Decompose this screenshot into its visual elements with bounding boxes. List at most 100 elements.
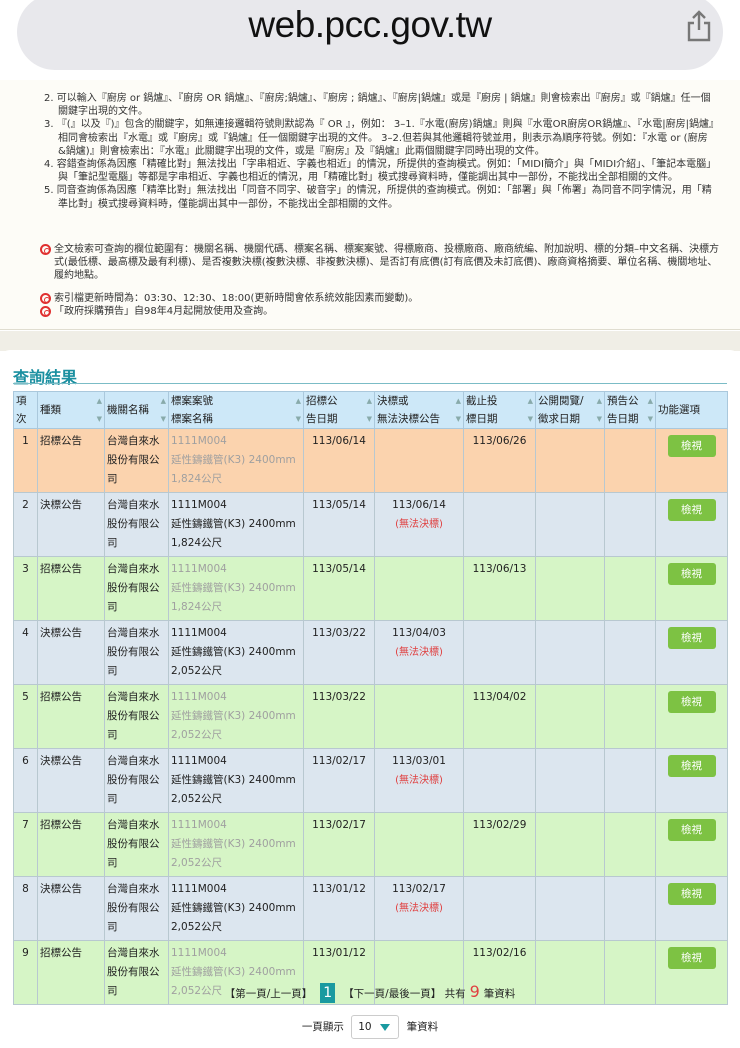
- case-quantity: 1,824公尺: [171, 537, 223, 549]
- case-number: 1111M004: [171, 435, 227, 447]
- table-cell: 招標公告: [37, 428, 105, 493]
- results-title: 查詢結果: [13, 368, 78, 387]
- agency-name: 台灣自來水股份有限公司: [107, 435, 160, 485]
- next-page-link[interactable]: 【下一頁/最後一頁】: [343, 988, 442, 1000]
- column-header[interactable]: 種類 ▲ ▼: [37, 391, 105, 429]
- table-cell: 招標公告: [37, 812, 105, 877]
- notice-type: 決標公告: [40, 755, 82, 767]
- case-quantity: 2,052公尺: [171, 793, 223, 805]
- case-name[interactable]: 延性鑄鐵管(K3) 2400mm: [171, 902, 296, 914]
- table-cell: [463, 748, 536, 813]
- table-cell: 2: [13, 492, 38, 557]
- column-header[interactable]: 決標或無法決標公告 ▲ ▼: [374, 391, 464, 429]
- share-icon[interactable]: [685, 9, 713, 43]
- sort-asc-icon[interactable]: ▲: [96, 397, 102, 405]
- sort-desc-icon[interactable]: ▼: [455, 415, 461, 423]
- agency-name: 台灣自來水股份有限公司: [107, 563, 160, 613]
- case-quantity: 2,052公尺: [171, 857, 223, 869]
- sort-desc-icon[interactable]: ▼: [596, 415, 602, 423]
- table-cell: [374, 684, 464, 749]
- header-label: 標日期: [466, 413, 498, 425]
- table-cell: 113/02/17: [303, 812, 375, 877]
- table-cell: 1111M004 延性鑄鐵管(K3) 2400mm 1,824公尺: [168, 492, 304, 557]
- case-number: 1111M004: [171, 883, 227, 895]
- table-cell: [604, 748, 656, 813]
- case-name[interactable]: 延性鑄鐵管(K3) 2400mm: [171, 582, 296, 594]
- header-label: 決標或: [377, 395, 409, 407]
- case-name[interactable]: 延性鑄鐵管(K3) 2400mm: [171, 454, 296, 466]
- column-header[interactable]: 預告公 告日期 ▲ ▼: [604, 391, 656, 429]
- row-number: 4: [22, 627, 29, 639]
- table-cell: [604, 556, 656, 621]
- sort-asc-icon[interactable]: ▲: [295, 397, 301, 405]
- view-button[interactable]: 檢視: [667, 691, 716, 713]
- table-cell: [604, 620, 656, 685]
- view-button[interactable]: 檢視: [667, 499, 716, 521]
- view-button[interactable]: 檢視: [667, 755, 716, 777]
- case-quantity: 1,824公尺: [171, 601, 223, 613]
- table-cell: 台灣自來水股份有限公司: [104, 684, 169, 749]
- sort-asc-icon[interactable]: ▲: [160, 397, 166, 405]
- sort-asc-icon[interactable]: ▲: [527, 397, 533, 405]
- sort-desc-icon[interactable]: ▼: [96, 415, 102, 423]
- header-label: 種類: [40, 404, 61, 416]
- table-cell: 招標公告: [37, 684, 105, 749]
- table-cell: 113/03/22: [303, 620, 375, 685]
- case-name[interactable]: 延性鑄鐵管(K3) 2400mm: [171, 518, 296, 530]
- sort-asc-icon[interactable]: ▲: [366, 397, 372, 405]
- award-date: 113/03/01: [392, 755, 446, 767]
- award-status: (無法決標): [395, 903, 443, 914]
- column-header[interactable]: 標案案號 標案名稱 ▲ ▼: [168, 391, 304, 429]
- notice-type: 招標公告: [40, 819, 82, 831]
- award-date: 113/04/03: [392, 627, 446, 639]
- case-name[interactable]: 延性鑄鐵管(K3) 2400mm: [171, 774, 296, 786]
- case-name[interactable]: 延性鑄鐵管(K3) 2400mm: [171, 966, 296, 978]
- row-number: 3: [22, 563, 29, 575]
- case-name[interactable]: 延性鑄鐵管(K3) 2400mm: [171, 646, 296, 658]
- case-name[interactable]: 延性鑄鐵管(K3) 2400mm: [171, 838, 296, 850]
- sort-asc-icon[interactable]: ▲: [596, 397, 602, 405]
- row-number: 5: [22, 691, 29, 703]
- address-bar[interactable]: web.pcc.gov.tw: [17, 0, 723, 70]
- per-page-select[interactable]: 10: [351, 1015, 400, 1039]
- sort-asc-icon[interactable]: ▲: [455, 397, 461, 405]
- award-status: (無法決標): [395, 647, 443, 658]
- table-cell: 1111M004 延性鑄鐵管(K3) 2400mm 2,052公尺: [168, 684, 304, 749]
- table-cell: 台灣自來水股份有限公司: [104, 620, 169, 685]
- table-cell: 8: [13, 876, 38, 941]
- column-header[interactable]: 公開閱覽/徵求日期 ▲ ▼: [535, 391, 605, 429]
- column-header[interactable]: 截止投 標日期 ▲ ▼: [463, 391, 536, 429]
- table-cell: 113/06/26: [463, 428, 536, 493]
- table-cell: 113/02/29: [463, 812, 536, 877]
- case-name[interactable]: 延性鑄鐵管(K3) 2400mm: [171, 710, 296, 722]
- sort-desc-icon[interactable]: ▼: [160, 415, 166, 423]
- bullet-circle-icon: [40, 244, 51, 255]
- view-button[interactable]: 檢視: [667, 563, 716, 585]
- header-label: 標案名稱: [171, 413, 213, 425]
- row-number: 1: [22, 435, 29, 447]
- view-button[interactable]: 檢視: [667, 819, 716, 841]
- sort-desc-icon[interactable]: ▼: [295, 415, 301, 423]
- column-header[interactable]: 機關名稱 ▲ ▼: [104, 391, 169, 429]
- notice-type: 招標公告: [40, 947, 82, 959]
- view-button[interactable]: 檢視: [667, 435, 716, 457]
- sort-desc-icon[interactable]: ▼: [647, 415, 653, 423]
- table-cell: 台灣自來水股份有限公司: [104, 748, 169, 813]
- table-cell: 1111M004 延性鑄鐵管(K3) 2400mm 1,824公尺: [168, 428, 304, 493]
- table-cell: 檢視: [655, 876, 728, 941]
- view-button[interactable]: 檢視: [667, 627, 716, 649]
- header-label: 招標公: [306, 395, 338, 407]
- header-label: 無法決標公告: [377, 413, 440, 425]
- view-button[interactable]: 檢視: [667, 883, 716, 905]
- sort-desc-icon[interactable]: ▼: [366, 415, 372, 423]
- table-cell: 台灣自來水股份有限公司: [104, 940, 169, 1005]
- column-header[interactable]: 招標公 告日期 ▲ ▼: [303, 391, 375, 429]
- table-row: 8 決標公告 台灣自來水股份有限公司 1111M004 延性鑄鐵管(K3) 2400mm…: [13, 876, 728, 941]
- table-cell: 113/04/03 (無法決標): [374, 620, 464, 685]
- sort-desc-icon[interactable]: ▼: [527, 415, 533, 423]
- prev-page-link[interactable]: 【第一頁/上一頁】: [224, 988, 313, 1000]
- table-cell: 招標公告: [37, 556, 105, 621]
- current-page[interactable]: 1: [320, 983, 336, 1003]
- view-button[interactable]: 檢視: [667, 947, 716, 969]
- sort-asc-icon[interactable]: ▲: [647, 397, 653, 405]
